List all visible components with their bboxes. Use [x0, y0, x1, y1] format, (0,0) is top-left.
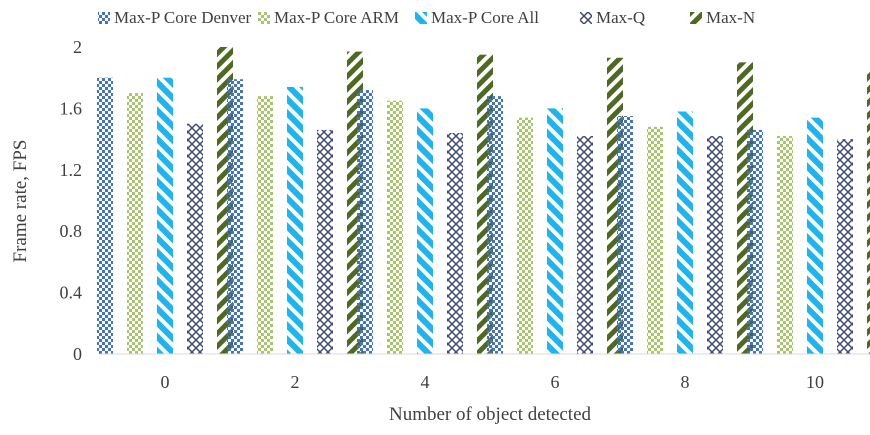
bar [617, 116, 633, 354]
bar [227, 79, 243, 355]
bar [317, 129, 333, 354]
bar [807, 117, 823, 354]
bar [707, 136, 723, 354]
bar [157, 77, 173, 354]
bar [487, 96, 503, 355]
legend-label: Max-P Core Denver [114, 8, 252, 27]
legend-item: Max-Q [580, 8, 645, 27]
bar [747, 129, 763, 354]
bars [97, 47, 870, 355]
legend-item: Max-P Core ARM [258, 8, 399, 27]
legend-item: Max-N [690, 8, 755, 27]
legend-item: Max-P Core Denver [98, 8, 252, 27]
bar [127, 93, 143, 355]
bar [517, 117, 533, 354]
x-tick-label: 2 [291, 372, 300, 392]
x-tick-label: 10 [806, 372, 824, 392]
y-tick-label: 1.6 [60, 98, 83, 118]
x-axis-title: Number of object detected [389, 404, 592, 425]
legend-label: Max-P Core ARM [274, 8, 399, 27]
y-axis: 0 0.4 0.8 1.2 1.6 2 [60, 37, 83, 364]
x-tick-label: 4 [421, 372, 430, 392]
bar [447, 132, 463, 354]
bar [417, 108, 433, 355]
bar [97, 77, 113, 354]
y-tick-label: 1.2 [60, 160, 83, 180]
bar [837, 139, 853, 354]
x-axis: 0 2 4 6 8 10 [100, 353, 870, 392]
legend-label: Max-N [706, 8, 755, 27]
bar [357, 89, 373, 354]
legend-swatch [258, 12, 270, 24]
bar [547, 108, 563, 355]
bar [577, 136, 593, 354]
legend-label: Max-Q [596, 8, 645, 27]
y-tick-label: 0.4 [60, 283, 83, 303]
y-tick-label: 0.8 [60, 221, 83, 241]
y-axis-title: Frame rate, FPS [10, 140, 31, 263]
y-tick-label: 2 [73, 37, 82, 57]
legend-swatch [98, 12, 110, 24]
x-tick-label: 0 [161, 372, 170, 392]
bar [867, 70, 870, 355]
bar [647, 126, 663, 354]
legend-swatch [415, 12, 427, 24]
legend-swatch [580, 12, 592, 24]
bar [677, 111, 693, 354]
y-tick-label: 0 [73, 344, 82, 364]
bar [777, 136, 793, 354]
bar [287, 86, 303, 354]
legend-label: Max-P Core All [431, 8, 539, 27]
bar [187, 123, 203, 354]
bar [387, 100, 403, 354]
legend: Max-P Core Denver Max-P Core ARM Max-P Cor… [98, 8, 755, 27]
legend-swatch [690, 12, 702, 24]
x-tick-label: 8 [681, 372, 690, 392]
bar [257, 96, 273, 355]
legend-item: Max-P Core All [415, 8, 539, 27]
x-tick-label: 6 [551, 372, 560, 392]
